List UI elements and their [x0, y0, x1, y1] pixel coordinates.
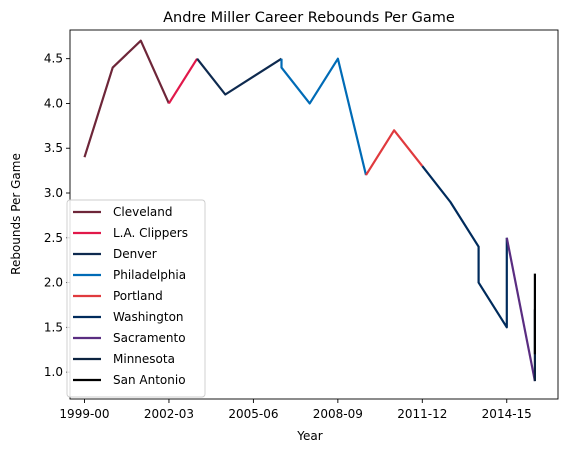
x-axis-title: Year: [296, 429, 322, 443]
legend-label-portland: Portland: [113, 289, 163, 303]
y-axis: 1.0 1.5 2.0 2.5 3.0 3.5 4.0 4.5: [44, 52, 70, 379]
series-line-denver: [196, 57, 283, 96]
series-line-cleveland: [83, 39, 170, 158]
x-tick-label: 2002-03: [144, 407, 194, 421]
legend-label-sacramento: Sacramento: [113, 331, 186, 345]
legend-label-washington: Washington: [113, 310, 184, 324]
y-tick-label: 2.0: [44, 276, 63, 290]
chart-title: Andre Miller Career Rebounds Per Game: [163, 10, 455, 26]
x-tick-label: 1999-00: [59, 407, 109, 421]
series-line-washington: [421, 165, 508, 329]
y-tick-label: 3.0: [44, 186, 63, 200]
legend-label-minnesota: Minnesota: [113, 352, 175, 366]
legend-label-l-a-clippers: L.A. Clippers: [113, 226, 188, 240]
x-tick-label: 2011-12: [397, 407, 447, 421]
y-tick-label: 1.0: [44, 365, 63, 379]
plot-lines: [83, 39, 537, 382]
y-tick-label: 3.5: [44, 141, 63, 155]
y-axis-title: Rebounds Per Game: [9, 153, 23, 275]
x-axis: 1999-00 2002-03 2005-06 2008-09 2011-12 2014-…: [59, 399, 532, 421]
legend-label-denver: Denver: [113, 247, 157, 261]
y-tick-label: 1.5: [44, 320, 63, 334]
legend: Cleveland L.A. Clippers Denver Philadelphia…: [66, 199, 206, 398]
legend-label-cleveland: Cleveland: [113, 205, 173, 219]
legend-box: [66, 199, 206, 398]
series-line-sacramento: [505, 237, 536, 382]
x-tick-label: 2005-06: [228, 407, 278, 421]
legend-label-san-antonio: San Antonio: [113, 373, 186, 387]
y-tick-label: 4.5: [44, 52, 63, 66]
x-tick-label: 2008-09: [313, 407, 363, 421]
y-tick-label: 4.0: [44, 96, 63, 110]
series-line-portland: [365, 129, 424, 176]
y-tick-label: 2.5: [44, 231, 63, 245]
legend-label-philadelphia: Philadelphia: [113, 268, 186, 282]
x-tick-label: 2014-15: [482, 407, 532, 421]
series-line-l-a-clippers: [167, 58, 199, 104]
series-line-philadelphia: [280, 57, 368, 176]
